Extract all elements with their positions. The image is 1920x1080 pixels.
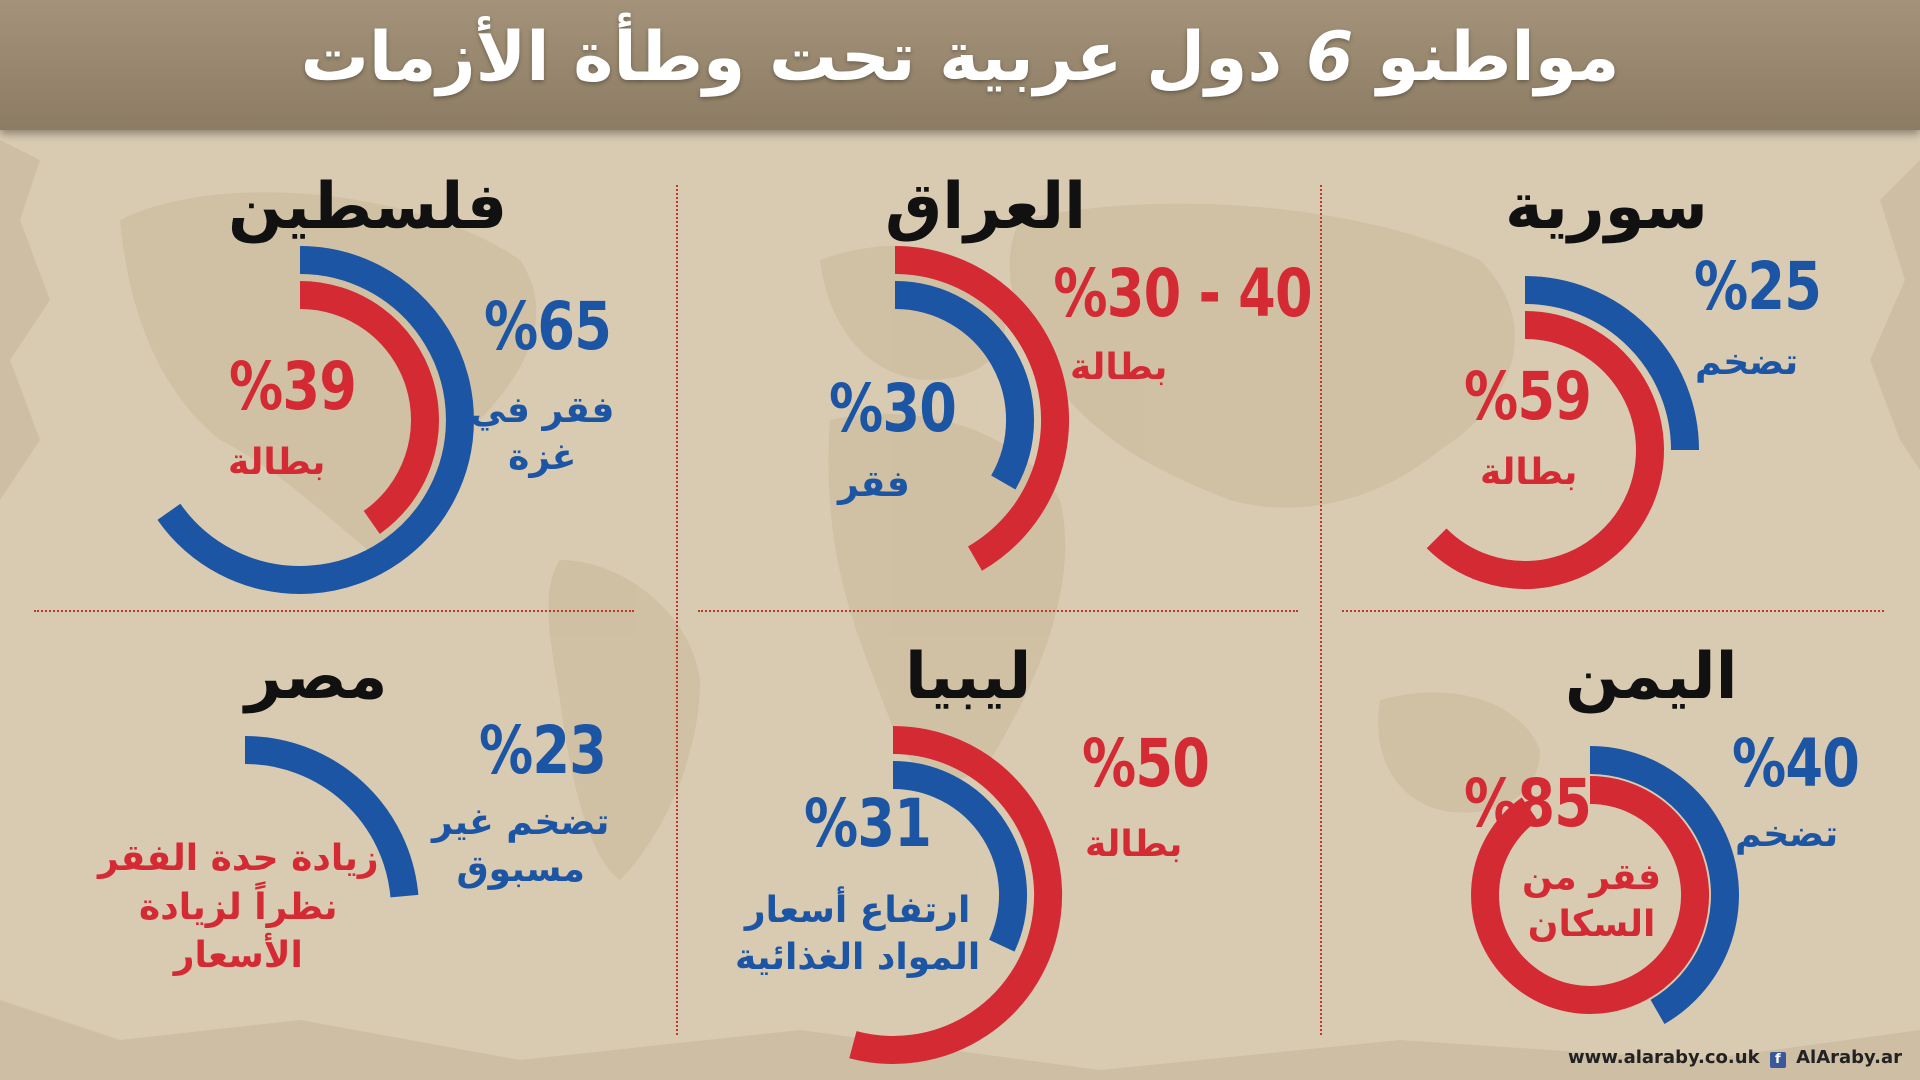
country-title-egypt: مصر: [245, 640, 388, 714]
iraq-poverty-label: فقر: [838, 464, 910, 505]
libya-unemployment-arc: [849, 726, 1063, 1064]
facebook-icon[interactable]: f: [1769, 1052, 1786, 1068]
iraq-unemployment-value: %30 - 40: [1053, 255, 1312, 332]
footer-credits: www.alaraby.co.uk f AlAraby.ar: [1568, 1047, 1902, 1068]
palestine-unemployment-label: بطالة: [228, 442, 326, 483]
column-divider-right: [1320, 185, 1322, 1035]
libya-unemployment-value: %50: [1081, 725, 1210, 802]
yemen-inflation-label: تضخم: [1735, 814, 1839, 855]
yemen-poverty-value: %85: [1463, 765, 1592, 842]
column-divider-left: [676, 185, 678, 1035]
row-divider-left: [34, 610, 634, 612]
country-title-iraq: العراق: [885, 170, 1087, 244]
title-number: 6: [1305, 18, 1354, 97]
syria-inflation-label: تضخم: [1695, 342, 1799, 383]
syria-inflation-value: %25: [1693, 248, 1822, 325]
page-title: مواطنو 6 دول عربية تحت وطأة الأزمات: [0, 18, 1920, 97]
libya-unemployment-label: بطالة: [1085, 824, 1183, 865]
libya-food-prices-arc: [892, 761, 1028, 952]
libya-food-prices-value: %31: [803, 785, 932, 862]
country-title-yemen: اليمن: [1565, 640, 1738, 714]
palestine-poverty-arc: [157, 246, 474, 594]
egypt-inflation-arc: [244, 736, 419, 898]
syria-unemployment-label: بطالة: [1480, 452, 1578, 493]
iraq-poverty-value: %30: [828, 370, 957, 447]
iraq-unemployment-label: بطالة: [1070, 347, 1168, 388]
syria-unemployment-arc: [1426, 311, 1664, 589]
title-text-before: مواطنو: [1353, 18, 1620, 97]
row-divider-middle: [698, 610, 1298, 612]
palestine-poverty-label: فقر في غزة: [470, 390, 615, 478]
facebook-handle[interactable]: AlAraby.ar: [1796, 1047, 1902, 1068]
yemen-inflation-arc: [1589, 746, 1739, 1025]
country-title-palestine: فلسطين: [228, 170, 508, 244]
country-title-syria: سورية: [1505, 170, 1708, 244]
palestine-unemployment-value: %39: [228, 348, 357, 425]
iraq-unemployment-arc: [894, 246, 1070, 571]
egypt-inflation-label: تضخم غير مسبوق: [432, 802, 610, 890]
libya-food-prices-label: ارتفاع أسعار المواد الغذائية: [735, 890, 981, 978]
egypt-poverty-note: زيادة حدة الفقر نظراً لزيادة الأسعار: [98, 838, 379, 977]
egypt-inflation-value: %23: [478, 712, 607, 789]
palestine-unemployment-arc: [299, 281, 440, 534]
yemen-inflation-value: %40: [1731, 725, 1860, 802]
website-link[interactable]: www.alaraby.co.uk: [1568, 1047, 1760, 1068]
row-divider-right: [1342, 610, 1884, 612]
iraq-poverty-arc: [894, 281, 1035, 490]
country-title-libya: ليبيا: [905, 640, 1032, 714]
yemen-poverty-label: فقر من السكان: [1522, 857, 1662, 945]
title-bar: مواطنو 6 دول عربية تحت وطأة الأزمات: [0, 0, 1920, 130]
yemen-poverty-arc: [1471, 776, 1709, 1014]
syria-unemployment-value: %59: [1463, 358, 1592, 435]
syria-inflation-arc: [1524, 276, 1699, 451]
palestine-poverty-value: %65: [483, 288, 612, 365]
title-text-after: دول عربية تحت وطأة الأزمات: [300, 18, 1306, 97]
